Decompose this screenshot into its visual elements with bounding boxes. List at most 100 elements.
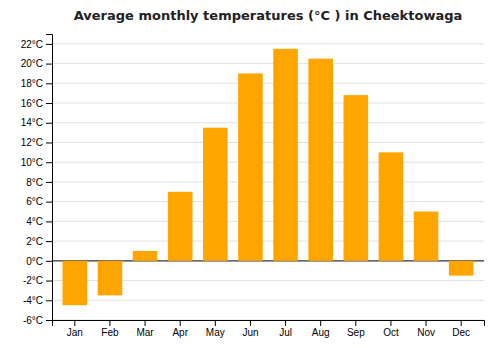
y-tick: 18°C [21,78,52,89]
grid-line [52,43,484,44]
bars [63,49,474,305]
grid-line [52,201,484,202]
y-tick-label: 16°C [21,98,43,109]
grid-line [52,300,484,301]
y-tick: -2°C [23,275,52,286]
x-tick-mark [145,320,146,326]
y-tick: 10°C [21,157,52,168]
y-tick: 12°C [21,137,52,148]
x-tick: Oct [383,320,399,338]
x-tick: Apr [172,320,188,338]
grid [52,44,484,320]
grid-line [52,83,484,84]
x-tick-label: Jun [242,327,258,338]
y-tick-label: 2°C [26,236,43,247]
y-tick-label: -2°C [23,275,43,286]
x-tick-mark [74,320,75,326]
y-tick: 4°C [26,216,52,227]
x-tick-label: Dec [452,327,470,338]
grid-line [52,162,484,163]
x-tick: Sep [347,320,365,338]
y-tick: 2°C [26,236,52,247]
y-axis: -6°C-4°C-2°C0°C2°C4°C6°C8°C10°C12°C14°C1… [21,35,53,326]
y-tick: 22°C [21,39,52,50]
y-tick-mark [46,221,52,222]
x-tick: Dec [452,320,470,338]
x-tick: Jan [67,320,83,338]
x-tick-label: Jul [279,327,292,338]
bar [449,261,474,276]
y-tick-mark [46,182,52,183]
y-tick: 6°C [26,196,52,207]
x-tick: Jul [279,320,292,338]
x-tick-label: Oct [383,327,399,338]
bar [203,128,228,261]
x-tick-label: Mar [136,327,154,338]
bar [308,59,333,261]
y-tick-mark [46,103,52,104]
y-tick-mark [46,320,52,321]
y-tick-mark [46,202,52,203]
x-tick-mark [180,320,181,326]
y-tick-mark [46,281,52,282]
x-tick-mark [109,320,110,326]
y-tick: -6°C [23,315,52,326]
y-tick-label: 20°C [21,58,43,69]
y-tick: 14°C [21,117,52,128]
x-tick-mark [215,320,216,326]
plot-area: -6°C-4°C-2°C0°C2°C4°C6°C8°C10°C12°C14°C1… [21,35,485,339]
grid-line [52,63,484,64]
x-tick-label: Aug [312,327,330,338]
bar [414,212,439,261]
bar [168,192,193,261]
y-tick-label: 0°C [26,256,43,267]
x-tick-label: Feb [101,327,119,338]
x-tick-mark [250,320,251,326]
x-tick: Aug [312,320,330,338]
x-tick: Feb [101,320,119,338]
y-tick-mark [46,44,52,45]
y-tick-label: 14°C [21,117,43,128]
x-tick-label: Apr [172,327,188,338]
y-tick-label: 4°C [26,216,43,227]
x-axis: Jan Feb Mar Apr May Jun Jul Aug Sep Oct Nov Dec [53,320,485,338]
x-tick: Nov [417,320,435,338]
y-tick-label: 22°C [21,39,43,50]
x-tick-label: Sep [347,327,365,338]
x-tick-label: Jan [67,327,83,338]
bar [273,49,298,261]
title: Average monthly temperatures (°C ) in Ch… [74,8,463,23]
x-tick: Mar [136,320,154,338]
y-tick: 16°C [21,98,52,109]
bar [344,95,369,261]
y-tick-mark [46,123,52,124]
y-tick-label: 18°C [21,78,43,89]
chart-svg: Average monthly temperatures (°C ) in Ch… [0,0,500,350]
y-tick-mark [46,142,52,143]
x-tick-mark [355,320,356,326]
y-tick: 20°C [21,58,52,69]
bar [98,261,123,296]
y-tick-label: 6°C [26,196,43,207]
y-tick-label: 8°C [26,177,43,188]
bar [238,73,263,260]
x-tick-mark [461,320,462,326]
y-tick-mark [46,162,52,163]
x-tick: May [206,320,225,338]
y-tick-label: -6°C [23,315,43,326]
y-tick-mark [46,261,52,262]
grid-line [52,142,484,143]
grid-line [52,103,484,104]
y-tick-mark [46,64,52,65]
x-tick-label: May [206,327,225,338]
x-tick-mark [390,320,391,326]
y-tick-mark [46,241,52,242]
y-tick-mark [46,300,52,301]
y-tick-label: 12°C [21,137,43,148]
y-tick-mark [46,83,52,84]
x-tick-mark [320,320,321,326]
grid-line [52,122,484,123]
chart-container: Average monthly temperatures (°C ) in Ch… [0,0,500,350]
x-tick-mark [426,320,427,326]
y-tick-label: 10°C [21,157,43,168]
